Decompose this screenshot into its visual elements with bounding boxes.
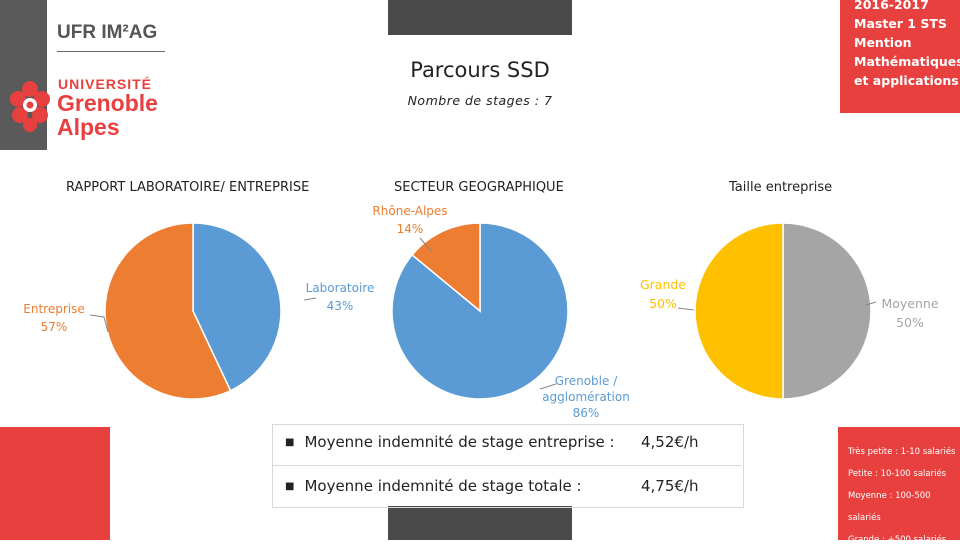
university-label: UNIVERSITÉ — [58, 76, 153, 92]
size-legend-box — [838, 427, 960, 540]
pie-lab-ent — [104, 222, 282, 400]
size-note-tres-petite: Très petite : 1-10 salariés — [848, 447, 956, 457]
label-rhone-alpes: Rhône-Alpes 14% — [365, 202, 455, 238]
slice-grenoble — [391, 222, 569, 400]
leader-grande — [677, 307, 695, 311]
pie-size — [694, 222, 872, 400]
bullet-icon: ■ — [285, 481, 295, 492]
label-laboratoire-name: Laboratoire — [305, 281, 375, 295]
label-moyenne-pct: 50% — [896, 315, 924, 330]
slice-rhone-alpes — [411, 222, 481, 313]
university-region: Alpes — [57, 114, 120, 140]
size-note-petite: Petite : 10-100 salariés — [848, 469, 947, 479]
label-moyenne: Moyenne 50% — [872, 294, 948, 332]
stat-value-entreprise: 4,52€/h — [641, 433, 699, 451]
label-grenoble-name: Grenoble / agglomération — [542, 374, 630, 404]
stat-label-entreprise: Moyenne indemnité de stage entreprise : — [304, 433, 615, 451]
label-laboratoire-pct: 43% — [326, 299, 354, 313]
bullet-icon: ■ — [285, 437, 295, 448]
label-entreprise: Entreprise 57% — [14, 300, 94, 336]
subject-line: Mathématiques — [854, 54, 960, 69]
size-note-salaries: salariés — [848, 513, 881, 523]
pie-geo — [391, 222, 569, 400]
label-grande-name: Grande — [639, 277, 687, 292]
chart-title-geo: SECTEUR GEOGRAPHIQUE — [394, 180, 564, 195]
page-title: Parcours SSD — [410, 58, 550, 82]
label-rhone-alpes-name: Rhône-Alpes — [372, 204, 448, 218]
label-grenoble: Grenoble / agglomération 86% — [536, 373, 636, 421]
university-rosette-icon — [10, 81, 50, 132]
program-line: Master 1 STS — [854, 16, 947, 31]
label-entreprise-pct: 57% — [40, 320, 68, 334]
ufr-logo-text: UFR IM²AG — [57, 22, 158, 43]
leader-grenoble — [539, 383, 557, 390]
leader-laboratoire — [303, 297, 317, 301]
size-legend-notes: Très petite : 1-10 salariés Petite : 10-… — [848, 441, 960, 551]
stat-label-totale: Moyenne indemnité de stage totale : — [304, 477, 582, 495]
label-grenoble-pct: 86% — [572, 406, 600, 420]
leader-moyenne — [865, 301, 877, 306]
slice-moyenne — [782, 222, 872, 400]
year-info-box: 2016-2017 Master 1 STS Mention Mathémati… — [840, 0, 960, 113]
bottom-left-red-block — [0, 427, 110, 540]
stat-value-totale: 4,75€/h — [641, 477, 699, 495]
size-note-moyenne: Moyenne : 100-500 — [848, 491, 931, 501]
leader-rhone-alpes — [419, 237, 433, 253]
label-laboratoire: Laboratoire 43% — [300, 279, 380, 315]
label-moyenne-name: Moyenne — [881, 296, 939, 311]
label-grande: Grande 50% — [628, 275, 698, 313]
bottom-dark-block — [388, 506, 572, 540]
leader-entreprise — [89, 314, 109, 333]
stat-row-entreprise: ■ Moyenne indemnité de stage entreprise :… — [285, 433, 745, 451]
top-dark-block — [388, 0, 572, 35]
year-line: 2016-2017 — [854, 0, 929, 12]
page-subtitle: Nombre de stages : 7 — [407, 93, 553, 108]
slice-laboratoire — [192, 222, 282, 392]
label-grande-pct: 50% — [649, 296, 677, 311]
stat-row-totale: ■ Moyenne indemnité de stage totale : 4,7… — [285, 477, 745, 495]
label-rhone-alpes-pct: 14% — [396, 222, 424, 236]
slice-grande — [694, 222, 784, 400]
stats-box — [272, 424, 744, 508]
size-note-grande: Grande : +500 salariés — [848, 535, 947, 545]
university-city: Grenoble — [57, 90, 158, 116]
label-entreprise-name: Entreprise — [23, 302, 85, 316]
mention-line: Mention — [854, 35, 912, 50]
logo-divider — [57, 51, 165, 52]
chart-title-size: Taille entreprise — [729, 180, 833, 195]
subject-line-2: et applications — [854, 73, 959, 88]
chart-title-lab-ent: RAPPORT LABORATOIRE/ ENTREPRISE — [66, 180, 310, 195]
stats-divider — [272, 465, 742, 466]
